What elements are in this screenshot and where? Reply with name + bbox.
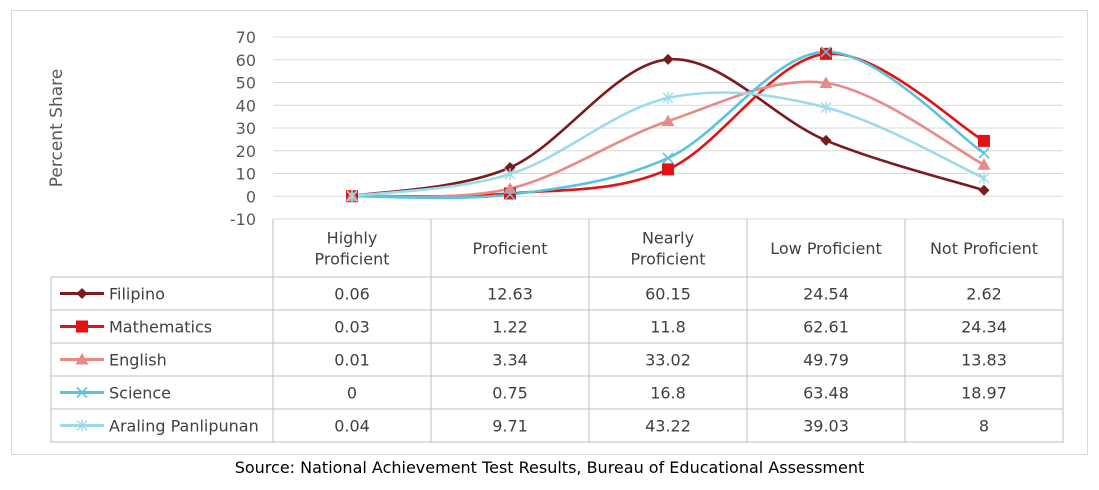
table-cell: 16.8	[650, 384, 686, 403]
table-cell: 0.04	[334, 417, 370, 436]
legend-label: Filipino	[109, 285, 165, 304]
data-point-marker	[346, 190, 358, 203]
table-cell: 11.8	[650, 318, 686, 337]
data-point-marker	[504, 162, 516, 174]
table-cell: 39.03	[803, 417, 849, 436]
series-lines	[345, 46, 991, 203]
y-tick-label: 0	[246, 187, 256, 206]
table-cell: 0	[347, 384, 357, 403]
table-cell: 9.71	[492, 417, 528, 436]
category-label: Proficient	[473, 239, 548, 258]
data-point-marker	[662, 91, 674, 104]
data-point-marker	[820, 101, 832, 114]
table-cell: 63.48	[803, 384, 849, 403]
y-tick-label: 20	[236, 142, 256, 161]
category-label: Proficient	[315, 250, 390, 269]
data-point-marker	[978, 184, 990, 196]
data-point-marker	[504, 188, 516, 201]
category-label: Not Proficient	[930, 239, 1038, 258]
source-note: Source: National Achievement Test Result…	[234, 458, 865, 477]
data-point-marker	[661, 114, 675, 127]
table-cell: 24.34	[961, 318, 1007, 337]
legend-label: Araling Panlipunan	[109, 417, 259, 436]
category-label: Nearly	[642, 229, 694, 248]
category-label: Highly	[327, 229, 378, 248]
y-axis-label: Percent Share	[47, 69, 67, 187]
table-cell: 60.15	[645, 285, 691, 304]
table-cell: 0.06	[334, 285, 370, 304]
chart-frame	[11, 10, 1088, 455]
legend-label: Science	[109, 384, 171, 403]
data-point-marker	[819, 76, 833, 88]
data-point-marker	[977, 158, 991, 170]
table-cell: 43.22	[645, 417, 691, 436]
legend-marker-icon	[76, 288, 88, 299]
y-axis-ticks: 70 60 50 40 30 20 10 0 -10	[230, 28, 256, 229]
data-point-marker	[820, 134, 832, 146]
data-point-marker	[662, 53, 674, 65]
legend-marker-icon	[76, 419, 88, 432]
table-cell: 1.22	[492, 318, 528, 337]
data-point-marker	[662, 163, 674, 176]
table-cell: 12.63	[487, 285, 533, 304]
y-tick-label: 10	[236, 165, 256, 184]
line-chart-with-data-table: 70 60 50 40 30 20 10 0 -10 Percent Share Highly P…	[47, 28, 1064, 443]
table-cell: 2.62	[966, 285, 1002, 304]
data-point-marker	[820, 47, 832, 60]
table-cell: 18.97	[961, 384, 1007, 403]
category-label: Low Proficient	[770, 239, 882, 258]
data-point-marker	[504, 168, 516, 181]
series-line	[351, 50, 985, 200]
y-tick-label: 70	[236, 28, 256, 47]
category-label: Proficient	[631, 250, 706, 269]
data-point-marker	[978, 147, 990, 159]
legend-label: English	[109, 351, 167, 370]
y-tick-label: -10	[230, 210, 256, 229]
data-point-marker	[978, 172, 990, 185]
table-cell: 8	[979, 417, 989, 436]
legend-marker-icon	[75, 353, 89, 365]
table-cell: 49.79	[803, 351, 849, 370]
y-tick-label: 60	[236, 51, 256, 70]
y-tick-label: 50	[236, 74, 256, 93]
data-point-marker	[820, 46, 832, 58]
table-cell: 24.54	[803, 285, 849, 304]
legend-label: Mathematics	[109, 318, 212, 337]
table-cell: 0.03	[334, 318, 370, 337]
table-cell: 0.75	[492, 384, 528, 403]
data-table: Highly Proficient Proficient Nearly Proficie…	[50, 219, 1064, 443]
y-tick-label: 30	[236, 119, 256, 138]
data-point-marker	[978, 134, 990, 147]
legend-marker-icon	[76, 320, 88, 333]
table-cell: 13.83	[961, 351, 1007, 370]
legend-marker-icon	[76, 386, 88, 399]
table-cell: 3.34	[492, 351, 528, 370]
table-cell: 0.01	[334, 351, 370, 370]
table-cell: 33.02	[645, 351, 691, 370]
y-tick-label: 40	[236, 96, 256, 115]
table-cell: 62.61	[803, 318, 849, 337]
data-point-marker	[662, 152, 674, 164]
